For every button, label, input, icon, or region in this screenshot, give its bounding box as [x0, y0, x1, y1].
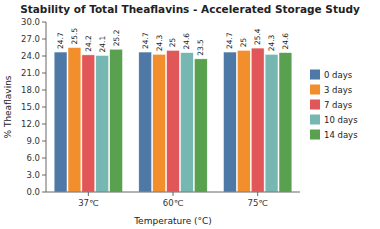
y-tick [42, 141, 46, 142]
y-tick [42, 22, 46, 23]
legend-label: 0 days [324, 70, 353, 80]
x-tick [257, 192, 258, 196]
bar [153, 54, 166, 192]
legend-label: 10 days [324, 115, 358, 125]
bar [194, 59, 207, 192]
x-axis-label: Temperature (°C) [133, 216, 212, 226]
bar [251, 48, 264, 192]
title: Stability of Total Theaflavins - Acceler… [20, 3, 360, 15]
bar [139, 52, 152, 192]
bar [54, 52, 67, 192]
y-axis [46, 22, 47, 192]
y-tick-label: 18.0 [21, 85, 40, 95]
data-label: 24.6 [281, 33, 290, 50]
bar [110, 49, 123, 192]
y-tick-label: 9.0 [26, 136, 40, 146]
y-tick [42, 192, 46, 193]
y-tick [42, 90, 46, 91]
legend-swatch [310, 85, 320, 95]
y-tick [42, 56, 46, 57]
x-tick-label: 75℃ [247, 198, 268, 208]
bar [96, 55, 109, 192]
bar [82, 55, 95, 192]
y-tick [42, 158, 46, 159]
data-label: 24.2 [84, 35, 93, 52]
data-label: 24.3 [267, 34, 276, 51]
legend-label: 7 days [324, 100, 353, 110]
bar [180, 53, 193, 192]
bar [265, 54, 278, 192]
data-label: 25 [168, 38, 177, 48]
bar [167, 50, 180, 192]
legend-label: 14 days [324, 130, 358, 140]
bar [223, 52, 236, 192]
data-label: 25.5 [70, 28, 79, 45]
bar [279, 53, 292, 192]
y-tick-label: 30.0 [21, 17, 40, 27]
y-tick-label: 24.0 [21, 51, 40, 61]
data-label: 24.6 [182, 33, 191, 50]
data-label: 24.7 [56, 32, 65, 49]
x-axis [46, 192, 300, 193]
legend-swatch [310, 70, 320, 80]
y-tick-label: 0.0 [26, 187, 40, 197]
y-tick [42, 124, 46, 125]
data-label: 23.5 [196, 39, 205, 56]
y-axis-label: % Theaflavins [3, 75, 13, 138]
data-label: 25.2 [112, 29, 121, 46]
y-tick [42, 175, 46, 176]
legend-label: 3 days [324, 85, 353, 95]
bar [68, 48, 81, 193]
x-tick [173, 192, 174, 196]
y-tick-label: 3.0 [26, 170, 40, 180]
y-tick-label: 6.0 [26, 153, 40, 163]
legend-swatch [310, 115, 320, 125]
legend: 0 days 3 days 7 days 10 days 14 days [310, 70, 358, 141]
x-tick-label: 37℃ [78, 198, 99, 208]
data-label: 24.7 [225, 32, 234, 49]
legend-swatch [310, 100, 320, 110]
bar [237, 50, 250, 192]
data-labels: 24.7 25.5 24.2 24.1 25.2 24.7 24.3 25 24.6 23.5 24… [56, 28, 290, 56]
data-label: 25.4 [253, 28, 262, 45]
legend-swatch [310, 130, 320, 140]
chart-container: Stability of Total Theaflavins - Acceler… [0, 0, 380, 229]
y-tick-label: 21.0 [21, 68, 40, 78]
data-label: 24.7 [141, 32, 150, 49]
data-label: 25 [239, 38, 248, 48]
chart: Stability of Total Theaflavins - Acceler… [0, 0, 380, 229]
data-label: 24.3 [155, 34, 164, 51]
x-tick [88, 192, 89, 196]
y-tick-label: 15.0 [21, 102, 40, 112]
x-tick-label: 60℃ [163, 198, 184, 208]
y-tick [42, 107, 46, 108]
y-tick-label: 27.0 [21, 34, 40, 44]
y-tick [42, 39, 46, 40]
bars [54, 48, 292, 193]
y-tick-label: 12.0 [21, 119, 40, 129]
data-label: 24.1 [98, 36, 107, 53]
y-tick [42, 73, 46, 74]
